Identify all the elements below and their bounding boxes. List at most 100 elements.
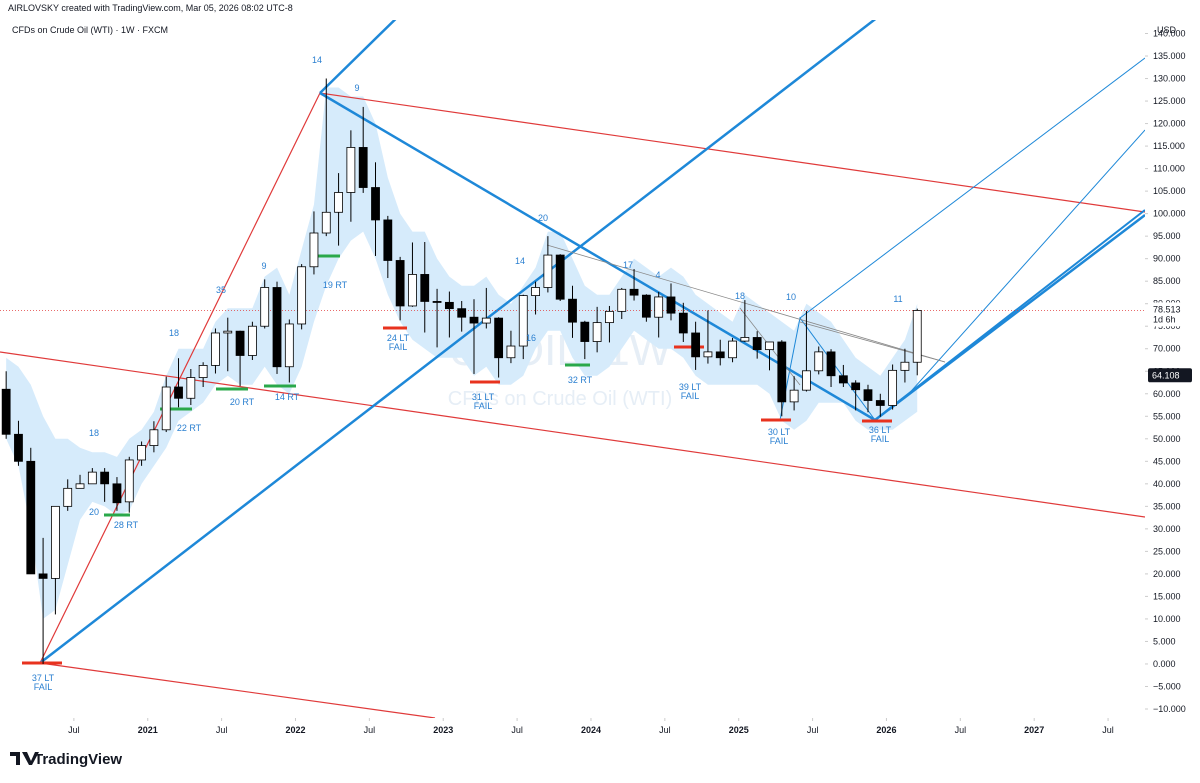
annotation: 14 [312,55,322,65]
y-tick-label: 0.000 [1153,659,1176,669]
candle-body [38,573,48,579]
price-tag-label: 64.108 [1152,370,1180,380]
y-tick-label: 50.000 [1153,434,1181,444]
y-tick-label: 125.000 [1153,96,1186,106]
brand: TradingView [34,751,122,768]
candle-body [654,296,664,318]
author-line: AIRLOVSKY created with TradingView.com, … [8,3,293,13]
candle-body [211,332,220,366]
x-tick-label: 2027 [1024,725,1044,735]
annotation: 19 RT [323,280,348,290]
annotation: 39 LT [679,382,702,392]
trend-line [546,244,946,363]
annotation: 20 [89,507,99,517]
y-tick-label: 30.000 [1153,524,1181,534]
y-tick-label: 5.000 [1153,636,1176,646]
trend-line [884,209,1145,413]
candle-body [51,505,60,579]
annotation: 20 [538,213,548,223]
candle-body [555,254,565,300]
y-tick-label: 25.000 [1153,546,1181,556]
y-tick-label: 20.000 [1153,569,1181,579]
candle-body [568,298,577,323]
annotation: 30 LT [768,427,791,437]
x-tick-label: 2022 [285,725,305,735]
annotation: 18 [735,291,745,301]
candle-body [506,345,516,359]
candle-body [605,310,614,324]
candle-body [777,341,787,403]
y-tick-label: 120.000 [1153,119,1186,129]
symbol-line: CFDs on Crude Oil (WTI) · 1W · FXCM [12,25,168,35]
y-tick-label: 55.000 [1153,411,1181,421]
annotation: FAIL [474,401,493,411]
candle-body [321,211,331,234]
candle-body [63,487,73,507]
x-tick-label: 2023 [433,725,453,735]
candle-body [629,288,639,296]
candle-body [14,433,23,462]
x-tick-label: 2025 [729,725,749,735]
candle-body [863,389,873,401]
candle-body [457,308,467,318]
band-area [6,87,918,619]
x-tick-label: Jul [364,725,376,735]
y-tick-label: 45.000 [1153,456,1181,466]
y-tick-label: 115.000 [1153,141,1185,151]
y-tick-label: 95.000 [1153,231,1181,241]
candle-body [814,351,824,372]
x-tick-label: 2026 [876,725,896,735]
y-tick-label: 135.000 [1153,51,1186,61]
candle-body [703,351,713,358]
annotation: 22 RT [177,423,202,433]
watermark-name: CFDs on Crude Oil (WTI) [448,388,672,410]
trend-line [904,129,1145,399]
candle-body [100,471,110,485]
annotation: 18 [169,328,179,338]
y-tick-label: 35.000 [1153,501,1181,511]
candle-body [223,330,233,334]
x-tick-label: Jul [216,725,228,735]
candle-body [432,301,442,303]
annotation: 16 [526,333,536,343]
candle-body [272,287,282,368]
annotation: 32 RT [568,375,593,385]
candle-body [469,316,479,324]
candle-body [765,341,774,351]
candle-body [531,287,540,296]
candle-body [900,361,910,371]
candle-body [666,296,676,314]
candle-body [75,483,85,489]
candle-body [161,386,171,431]
candle-body [420,274,430,302]
trend-line [779,316,876,421]
trend-line [799,57,1145,319]
annotation: 11 [893,294,902,304]
annotation: 24 LT [387,333,410,343]
annotation: FAIL [770,436,789,446]
candle-body [247,325,257,356]
candle-body [149,429,159,446]
annotation: 14 [515,256,525,266]
annotation: 4 [655,270,660,280]
candle-body [26,460,36,575]
candle-body [309,232,319,268]
annotation: 14 RT [275,392,300,402]
annotation: FAIL [389,342,408,352]
candle-body [715,351,725,359]
annotation: 28 RT [114,520,139,530]
candle-body [408,274,417,307]
trend-line [319,20,397,94]
candle-body [186,377,196,399]
candle-body [395,260,405,307]
y-tick-label: 40.000 [1153,479,1181,489]
x-tick-label: Jul [955,725,967,735]
x-tick-label: 2024 [581,725,601,735]
candle-body [124,459,134,503]
annotation: 9 [261,261,266,271]
annotation: FAIL [34,682,53,692]
candle-body [112,483,122,504]
candle-body [334,192,343,213]
candle-body [728,340,737,359]
